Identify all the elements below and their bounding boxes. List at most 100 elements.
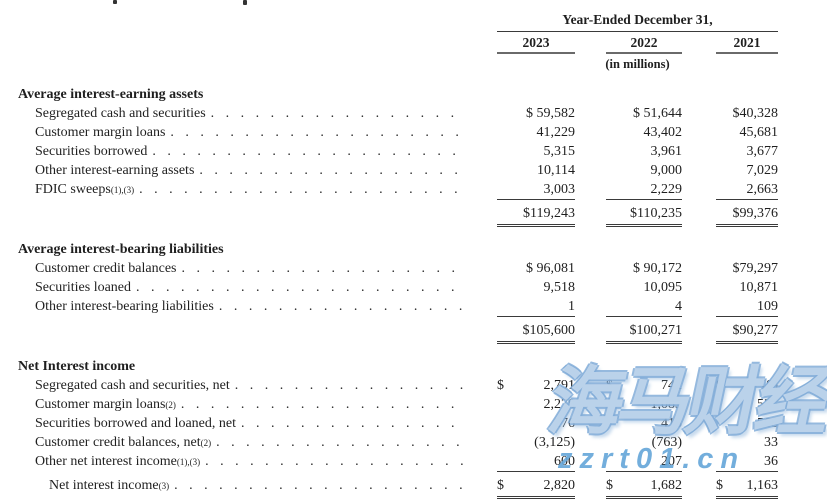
cell-value: $79,297 — [732, 261, 779, 276]
cropped-text-remnant — [113, 0, 117, 4]
row-label: Net interest income (3) — [18, 476, 497, 495]
table-row: Other net interest income(1),(3) 600 207 36 — [18, 452, 778, 472]
cell-value: 1,682 — [650, 478, 683, 493]
cell-value: 1,163 — [746, 478, 779, 493]
row-label: Securities loaned — [18, 278, 497, 297]
value-cell: $ 51,644 — [606, 104, 682, 123]
cell-value: 568 — [757, 416, 778, 431]
cell-value: $ 90,172 — [633, 261, 682, 276]
cell-value: 535 — [757, 397, 778, 412]
row-label-text: Customer margin loans — [35, 125, 166, 140]
cell-value: $ 96,081 — [526, 261, 575, 276]
financial-statement-page: Year-Ended December 31, 2023 2022 2021 (… — [0, 0, 827, 482]
dot-leader — [174, 476, 463, 495]
value-cell: 43,402 — [606, 123, 683, 142]
value-cell: 7,029 — [716, 161, 779, 180]
dot-leader — [219, 297, 463, 316]
total-row: Net interest income(3)$2,820$1,682$1,163 — [18, 472, 778, 499]
value-cell: $79,297 — [716, 259, 779, 278]
row-label-text: Customer credit balances — [35, 261, 177, 276]
section-header: Average interest-earning assets — [18, 87, 204, 102]
row-label-text: Segregated cash and securities, net — [35, 378, 230, 393]
cell-value: 3,961 — [650, 144, 683, 159]
value-cell: 45,681 — [716, 123, 779, 142]
cell-value: $90,277 — [732, 323, 779, 338]
table-row: Securities loaned 9,518 10,095 10,871 — [18, 278, 778, 297]
dot-leader — [170, 123, 463, 142]
currency-symbol: $ — [497, 378, 504, 393]
row-label: Other interest-earning assets — [18, 161, 497, 180]
row-label-text: Securities borrowed — [35, 144, 148, 159]
cell-value: 2,820 — [543, 478, 576, 493]
value-cell: 36 — [716, 452, 778, 472]
table-row: Customer margin loans(2) 2,278 1,083 535 — [18, 395, 778, 414]
value-cell: 413 — [606, 414, 682, 433]
cell-value: $ 59,582 — [526, 106, 575, 121]
cell-value: 3,677 — [746, 144, 779, 159]
value-cell: 207 — [606, 452, 682, 472]
value-cell: 9,518 — [497, 278, 576, 297]
value-cell: 535 — [716, 395, 778, 414]
dot-leader — [235, 376, 463, 395]
row-label-text: Net interest income — [49, 478, 159, 493]
cell-value: 109 — [757, 299, 778, 314]
value-cell: 9,000 — [606, 161, 683, 180]
cell-value: 10,871 — [739, 280, 779, 295]
value-cell: $2,820 — [497, 472, 575, 499]
cell-value: $119,243 — [523, 206, 575, 221]
row-label: Customer margin loans — [18, 123, 497, 142]
row-label: Securities borrowed and loaned, net — [18, 414, 497, 433]
value-cell: (763) — [606, 433, 682, 452]
value-cell: 2,278 — [497, 395, 576, 414]
cell-value: (763) — [651, 435, 682, 450]
cell-value: (3,125) — [534, 435, 575, 450]
header-stub — [18, 12, 497, 72]
currency-symbol: $ — [716, 378, 723, 393]
row-label-text: Customer margin loans — [35, 397, 166, 412]
table-row: Customer credit balances, net(2) (3,125) (… — [18, 433, 778, 452]
table-header: Year-Ended December 31, 2023 2022 2021 (… — [18, 12, 778, 72]
cell-value: 2,229 — [650, 182, 683, 197]
cell-value: $105,600 — [522, 323, 576, 338]
value-cell: $1,163 — [716, 472, 778, 499]
section-header: Average interest-bearing liabilities — [18, 242, 224, 257]
table-row: Securities borrowed 5,315 3,961 3,677 — [18, 142, 778, 161]
dot-leader — [211, 104, 463, 123]
value-cell: $99,376 — [716, 200, 778, 227]
value-cell: $2,791 — [497, 376, 575, 395]
value-cell: $1,682 — [606, 472, 682, 499]
cell-value: 2,791 — [543, 378, 576, 393]
row-label-text: Customer credit balances, net — [35, 435, 201, 450]
cell-value: 7,029 — [746, 163, 779, 178]
total-row: $105,600 $100,271 $90,277 — [18, 317, 778, 344]
value-cell: $ 90,172 — [606, 259, 682, 278]
value-cell: $105,600 — [497, 317, 575, 344]
row-label: Customer credit balances — [18, 259, 497, 278]
row-label-text: Segregated cash and securities — [35, 106, 206, 121]
value-cell: $ (9) — [716, 376, 778, 395]
row-label-text: FDIC sweeps — [35, 182, 111, 197]
dot-leader — [199, 161, 463, 180]
cell-value: 4 — [675, 299, 682, 314]
table-row: Segregated cash and securities $ 59,582 $ … — [18, 104, 778, 123]
cell-value: (9) — [761, 378, 778, 393]
row-label: FDIC sweeps (1),(3) — [18, 180, 497, 199]
value-cell: 1 — [497, 297, 575, 317]
value-cell: $40,328 — [716, 104, 779, 123]
cropped-text-remnant — [243, 0, 247, 5]
cell-value: 2,278 — [543, 397, 576, 412]
period-title: Year-Ended December 31, — [497, 12, 778, 32]
cell-value: 5,315 — [543, 144, 576, 159]
value-cell: 600 — [497, 452, 575, 472]
row-label: Customer margin loans (2) — [18, 395, 497, 414]
value-cell: 5,315 — [497, 142, 576, 161]
value-cell: $ 59,582 — [497, 104, 575, 123]
value-cell: 33 — [716, 433, 778, 452]
currency-symbol: $ — [606, 478, 613, 493]
dot-leader — [205, 452, 463, 471]
value-cell: 1,083 — [606, 395, 683, 414]
units-note: (in millions) — [605, 57, 670, 71]
table-row: Customer credit balances $ 96,081 $ 90,172… — [18, 259, 778, 278]
header-columns-area: Year-Ended December 31, 2023 2022 2021 (… — [497, 12, 778, 72]
cell-value: 2,663 — [746, 182, 779, 197]
